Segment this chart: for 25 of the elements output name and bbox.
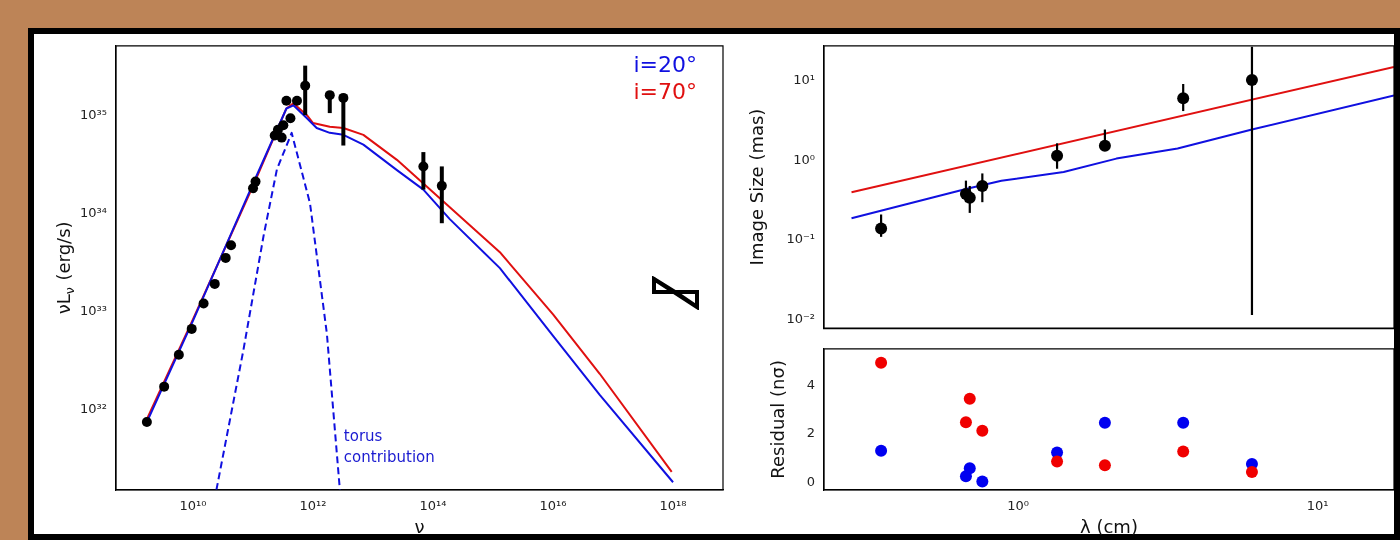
x-tick-label: 10¹² — [299, 498, 327, 514]
text: i=20° — [633, 51, 697, 77]
x-tick-label: 10⁰ — [1007, 498, 1029, 514]
y-axis-title: Image Size (mas) — [745, 108, 767, 266]
x-tick-label: 10¹⁰ — [179, 498, 207, 514]
y-axis-title: Residual (nσ) — [766, 360, 788, 479]
x-axis-title: ν — [414, 515, 425, 537]
x-tick-label: 10¹ — [1306, 498, 1329, 514]
x-tick-label: 10¹⁶ — [539, 498, 567, 514]
y-tick-label: 4 — [806, 377, 815, 393]
y-tick-label: 0 — [806, 473, 815, 489]
y-tick-label: 10³³ — [80, 302, 107, 318]
y-tick-label: 10⁻² — [786, 311, 815, 326]
y-tick-label: 10³² — [80, 400, 107, 416]
y-tick-label: 10¹ — [793, 72, 815, 88]
y-tick-label: 2 — [806, 425, 815, 441]
x-tick-label: 10¹⁴ — [419, 498, 447, 514]
y-tick-label: 10³⁵ — [80, 106, 107, 122]
text: i=70° — [633, 78, 697, 104]
y-tick-label: 10³⁴ — [80, 204, 107, 220]
annotation: torus contribution — [343, 426, 435, 466]
y-tick-label: 10⁻¹ — [786, 231, 815, 247]
x-axis-title: λ (cm) — [1080, 515, 1138, 537]
y-tick-label: 10⁰ — [793, 151, 815, 167]
x-tick-label: 10¹⁸ — [659, 498, 687, 514]
